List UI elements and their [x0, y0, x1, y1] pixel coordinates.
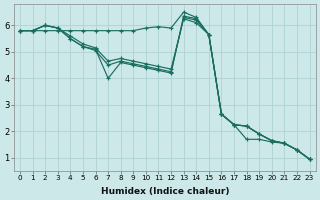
X-axis label: Humidex (Indice chaleur): Humidex (Indice chaleur) — [100, 187, 229, 196]
